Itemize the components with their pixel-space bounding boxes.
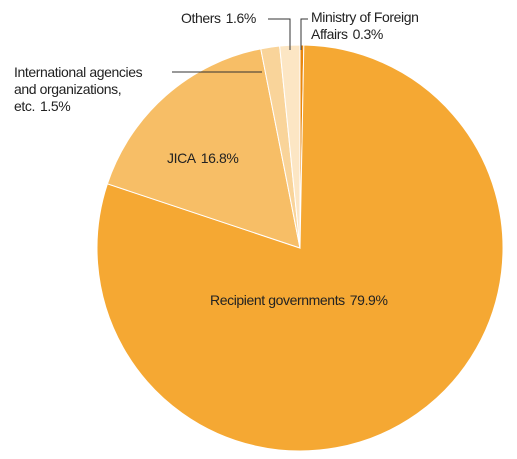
leader-line <box>268 18 291 50</box>
category-label: Ministry of Foreign Affairs <box>311 9 419 42</box>
category-label: JICA <box>167 150 196 166</box>
category-label: Others <box>181 10 221 26</box>
leader-line <box>300 18 308 50</box>
category-label: Recipient governments <box>210 292 345 308</box>
value-label: 1.5% <box>39 98 71 114</box>
slice-label: JICA 16.8% <box>167 150 287 167</box>
slice-label: Recipient governments 79.9% <box>210 292 470 309</box>
slice-label: Ministry of Foreign Affairs 0.3% <box>311 9 461 43</box>
slice-label: Others 1.6% <box>181 10 281 27</box>
pie-slice <box>106 48 301 249</box>
value-label: 16.8% <box>200 150 239 166</box>
value-label: 0.3% <box>352 26 384 42</box>
category-label: International agencies and organizations… <box>14 64 143 114</box>
slice-label: International agencies and organizations… <box>14 64 164 115</box>
value-label: 1.6% <box>225 10 257 26</box>
value-label: 79.9% <box>349 292 388 308</box>
